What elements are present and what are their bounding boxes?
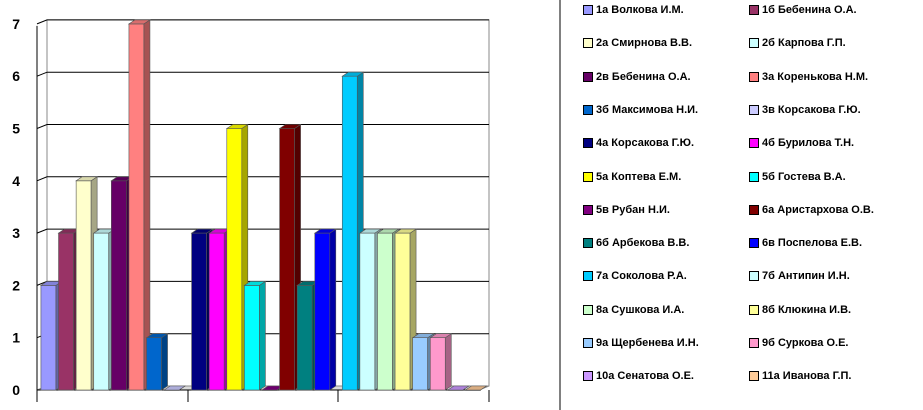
legend-swatch [583, 138, 593, 149]
y-tick-label: 2 [12, 277, 20, 293]
legend-item: 6в Поспелова Е.В. [749, 237, 862, 249]
legend-swatch [749, 238, 759, 249]
legend-label: 7а Соколова Р.А. [596, 270, 687, 283]
legend-swatch [583, 204, 593, 215]
bar [163, 385, 187, 391]
legend-swatch [749, 304, 759, 315]
legend-label: 5б Гостева В.А. [762, 170, 846, 183]
legend-item: 7а Соколова Р.А. [583, 270, 687, 282]
legend-label: 5а Коптева Е.М. [596, 170, 682, 183]
legend-item: 6б Арбекова В.В. [583, 237, 689, 249]
legend-label: 5в Рубан Н.И. [596, 203, 670, 216]
legend-label: 6а Аристархова О.В. [762, 203, 874, 216]
legend-item: 9а Щербенева И.Н. [583, 337, 699, 349]
legend-label: 1а Волкова И.М. [596, 4, 684, 16]
bar [243, 280, 267, 391]
bar [127, 19, 151, 391]
gridline [36, 19, 489, 25]
legend-swatch [583, 104, 593, 115]
y-tick-label: 4 [12, 173, 20, 189]
legend-label: 6в Поспелова Е.В. [762, 237, 863, 250]
legend-label: 8б Клюкина И.В. [762, 303, 852, 316]
legend-label: 2а Смирнова В.В. [596, 37, 693, 50]
bar [313, 228, 337, 391]
bar [341, 71, 365, 391]
gridline [36, 124, 489, 129]
legend-label: 3а Коренькова Н.М. [762, 70, 869, 83]
legend-item: 8б Клюкина И.В. [749, 304, 851, 316]
legend-label: 3в Корсакова Г.Ю. [762, 103, 861, 116]
legend-swatch [583, 38, 593, 49]
y-tick-label: 7 [12, 16, 20, 32]
y-tick-label: 1 [12, 330, 20, 346]
legend-item: 6а Аристархова О.В. [749, 204, 874, 216]
y-tick-label: 6 [12, 68, 20, 84]
legend-swatch [749, 171, 759, 182]
legend-swatch [583, 271, 593, 282]
legend-label: 9а Щербенева И.Н. [596, 337, 699, 349]
legend-label: 9б Суркова О.Е. [762, 337, 849, 349]
legend-item: 9б Суркова О.Е. [749, 337, 848, 349]
gridline [36, 176, 489, 182]
legend-label: 8а Сушкова И.А. [596, 303, 685, 316]
legend-swatch [583, 338, 593, 348]
legend-item: 1б Бебенина О.А. [749, 4, 857, 16]
gridline [36, 228, 489, 234]
legend-item: 11а Иванова Г.П. [749, 370, 851, 382]
legend-label: 11а Иванова Г.П. [762, 370, 852, 383]
legend-item: 2а Смирнова В.В. [583, 37, 692, 49]
bar [261, 385, 284, 391]
legend-swatch [749, 104, 759, 115]
legend-item: 2в Бебенина О.А. [583, 71, 691, 83]
legend-label: 1б Бебенина О.А. [762, 4, 857, 16]
legend-swatch [583, 71, 593, 82]
y-tick-label: 0 [12, 382, 20, 398]
bar [464, 385, 488, 391]
legend-swatch [749, 204, 759, 215]
legend-label: 3б Максимова Н.И. [596, 103, 699, 116]
legend-label: 6б Арбекова В.В. [596, 237, 690, 250]
chart-legend: 1а Волкова И.М. 1б Бебенина О.А. 2а Смирно… [578, 0, 923, 410]
legend-item: 2б Карпова Г.П. [749, 37, 846, 49]
legend-swatch [749, 38, 759, 49]
legend-item: 3в Корсакова Г.Ю. [749, 104, 861, 116]
legend-item: 7б Антипин И.Н. [749, 270, 850, 282]
legend-swatch [749, 271, 759, 282]
legend-item: 4а Корсакова Г.Ю. [583, 137, 694, 149]
legend-swatch [583, 5, 593, 15]
legend-item: 8а Сушкова И.А. [583, 304, 684, 316]
legend-swatch [583, 371, 593, 382]
legend-swatch [583, 304, 593, 315]
legend-item: 5а Коптева Е.М. [583, 171, 681, 183]
y-tick-label: 3 [12, 225, 20, 241]
legend-label: 4б Бурилова Т.Н. [762, 137, 855, 150]
legend-label: 2в Бебенина О.А. [596, 70, 691, 83]
bar [145, 333, 169, 391]
legend-item: 3а Коренькова Н.М. [749, 71, 868, 83]
legend-swatch [749, 371, 759, 382]
legend-label: 4а Корсакова Г.Ю. [596, 137, 695, 150]
bar [446, 385, 470, 391]
legend-swatch [749, 5, 759, 15]
legend-swatch [749, 71, 759, 82]
legend-item: 10а Сенатова О.Е. [583, 370, 694, 382]
bar [429, 333, 453, 391]
legend-item: 5в Рубан Н.И. [583, 204, 670, 216]
legend-swatch [583, 171, 593, 182]
legend-label: 2б Карпова Г.П. [762, 37, 846, 50]
gridline [36, 71, 489, 77]
legend-swatch [749, 338, 759, 348]
legend-swatch [749, 138, 759, 149]
legend-label: 7б Антипин И.Н. [762, 270, 850, 283]
legend-item: 5б Гостева В.А. [749, 171, 846, 183]
legend-label: 10а Сенатова О.Е. [596, 370, 694, 383]
legend-item: 1а Волкова И.М. [583, 4, 684, 16]
legend-swatch [583, 238, 593, 249]
legend-item: 3б Максимова Н.И. [583, 104, 698, 116]
y-tick-label: 5 [12, 121, 20, 137]
legend-item: 4б Бурилова Т.Н. [749, 137, 854, 149]
